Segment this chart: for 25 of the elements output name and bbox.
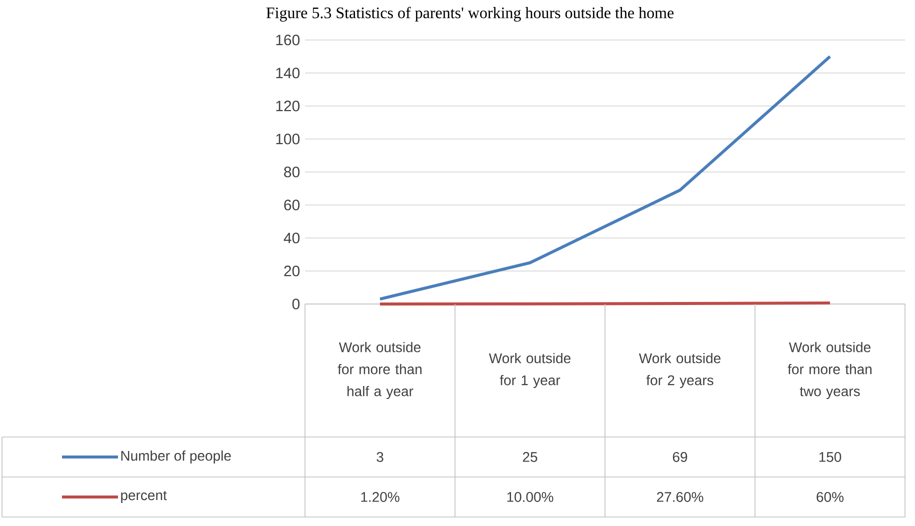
chart-title: Figure 5.3 Statistics of parents' working hours outside the home [266, 6, 674, 22]
x-tick-label: Work outside for 2 years [638, 352, 720, 388]
x-tick-label: Work outside for 1 year [488, 352, 570, 388]
data-label: 69 [672, 452, 688, 462]
y-tick-label: 160 [276, 34, 300, 46]
y-tick-label: 100 [276, 134, 300, 144]
x-tick-label: Work outside for more than two years [788, 342, 872, 400]
data-label: 27.60% [656, 492, 704, 502]
data-label: 150 [819, 452, 842, 462]
y-tick-label: 20 [284, 266, 300, 276]
line-series [378, 54, 832, 301]
y-tick-label: 0 [292, 298, 300, 310]
y-tick-label: 80 [284, 166, 300, 178]
data-label: 25 [522, 452, 538, 462]
data-label: 10.00% [507, 492, 554, 502]
y-tick-label: 120 [276, 100, 300, 112]
data-label: 1.20% [361, 492, 400, 502]
y-tick-label: 140 [276, 68, 300, 78]
legend-label: percent [121, 491, 167, 503]
y-tick-label: 40 [284, 232, 300, 244]
y-tick-label: 60 [284, 200, 300, 210]
data-label: 60% [816, 492, 844, 502]
legend-label: Number of people [121, 450, 231, 464]
data-label: 3 [376, 452, 384, 462]
x-tick-label: Work outside for more than half a year [338, 342, 422, 400]
